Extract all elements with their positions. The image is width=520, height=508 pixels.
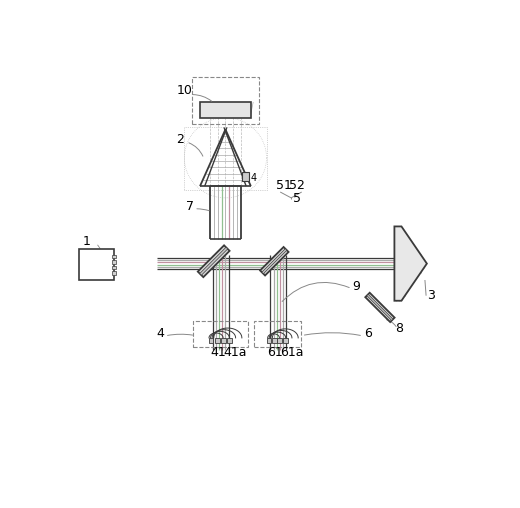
Bar: [112, 261, 116, 264]
Bar: [79, 249, 114, 280]
Text: 6: 6: [365, 327, 372, 340]
Bar: [193, 321, 248, 347]
Text: 4: 4: [250, 173, 256, 183]
Bar: [209, 338, 213, 343]
Bar: [254, 321, 301, 347]
Polygon shape: [262, 249, 287, 274]
Bar: [267, 338, 271, 343]
Polygon shape: [365, 293, 395, 322]
Text: 41: 41: [210, 346, 226, 359]
Polygon shape: [200, 247, 228, 275]
Text: 5: 5: [293, 192, 301, 205]
Polygon shape: [260, 247, 289, 275]
Bar: [215, 338, 219, 343]
Bar: [227, 338, 232, 343]
Text: 61: 61: [267, 346, 283, 359]
Text: 4: 4: [156, 327, 164, 340]
Text: 1: 1: [83, 235, 90, 248]
Text: 41a: 41a: [224, 346, 247, 359]
Bar: [242, 172, 249, 181]
Bar: [192, 77, 258, 123]
Text: 10: 10: [176, 84, 192, 97]
Polygon shape: [394, 227, 427, 301]
Text: 52: 52: [289, 179, 305, 192]
Bar: [278, 338, 282, 343]
Text: 3: 3: [427, 289, 435, 302]
Bar: [283, 338, 288, 343]
Bar: [221, 338, 226, 343]
Text: 61a: 61a: [280, 346, 304, 359]
Bar: [112, 266, 116, 269]
Bar: [185, 128, 267, 190]
Polygon shape: [198, 245, 230, 277]
Polygon shape: [367, 294, 393, 321]
Bar: [112, 271, 116, 274]
Text: 51: 51: [276, 179, 292, 192]
Text: 8: 8: [396, 322, 404, 335]
Text: 7: 7: [186, 200, 194, 213]
Text: 2: 2: [176, 133, 185, 146]
Bar: [272, 338, 277, 343]
Text: 9: 9: [353, 280, 360, 293]
Bar: [200, 102, 251, 118]
Bar: [112, 255, 116, 258]
